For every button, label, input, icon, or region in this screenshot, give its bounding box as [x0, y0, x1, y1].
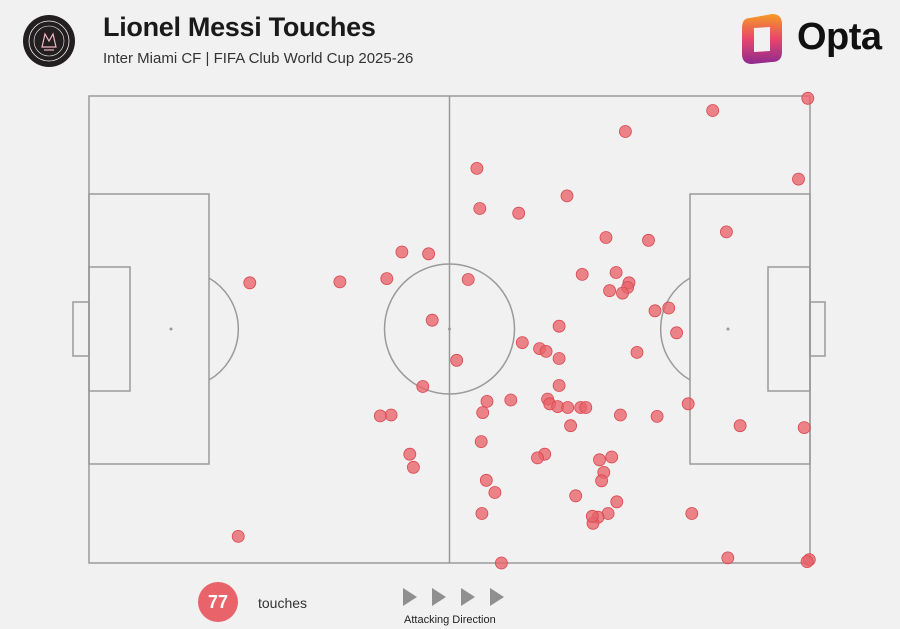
touch-point	[801, 91, 815, 105]
touch-point	[800, 555, 814, 568]
direction-arrow-icon	[461, 588, 475, 606]
touch-point	[595, 474, 608, 488]
touch-point	[706, 104, 720, 117]
direction-arrow-icon	[432, 588, 446, 606]
touch-point	[512, 206, 526, 220]
touch-point	[733, 419, 747, 433]
touch-point	[575, 267, 589, 281]
left-penalty-area	[88, 193, 210, 465]
touch-point	[504, 393, 518, 407]
touch-point	[605, 450, 619, 464]
touch-point	[552, 352, 566, 365]
touch-point	[479, 473, 493, 487]
touch-point	[480, 394, 494, 408]
touch-point	[475, 507, 489, 520]
page-title: Lionel Messi Touches	[103, 12, 376, 42]
touch-point	[720, 225, 733, 239]
touch-point	[603, 284, 616, 298]
touch-point	[552, 379, 566, 392]
touch-point	[619, 125, 632, 138]
right-six-yard-box	[767, 266, 811, 392]
touch-point	[476, 406, 490, 420]
touch-point	[797, 421, 811, 435]
touch-point	[593, 453, 606, 467]
attacking-direction-arrows	[403, 588, 504, 606]
attacking-direction-label: Attacking Direction	[404, 614, 496, 626]
touch-point	[243, 276, 257, 290]
touch-point	[616, 286, 629, 300]
direction-arrow-icon	[490, 588, 504, 606]
right-penalty-area	[689, 193, 811, 465]
touch-point	[650, 409, 664, 423]
right-penalty-arc	[659, 277, 691, 381]
touch-point	[569, 489, 583, 503]
left-six-yard-box	[88, 266, 131, 392]
touch-point	[564, 419, 577, 433]
touch-point	[539, 344, 553, 358]
touch-point	[642, 233, 655, 247]
touch-point	[648, 304, 662, 318]
touch-point	[422, 247, 436, 261]
touch-point	[406, 460, 420, 474]
touch-point	[473, 202, 487, 215]
opta-logo-mark	[742, 14, 782, 64]
left-penalty-arc	[208, 277, 240, 381]
touch-point	[610, 495, 624, 509]
touch-point	[461, 273, 475, 286]
page-subtitle: Inter Miami CF | FIFA Club World Cup 202…	[103, 50, 414, 67]
touch-point	[380, 272, 394, 286]
touch-point	[450, 353, 464, 367]
touch-point	[609, 266, 623, 279]
touch-point	[552, 319, 566, 333]
touch-point	[599, 231, 613, 244]
touch-point	[585, 509, 599, 523]
touch-point	[395, 245, 409, 259]
touch-point	[685, 507, 699, 520]
touch-point	[333, 275, 347, 289]
right-penalty-spot	[726, 327, 730, 331]
touch-point	[488, 486, 502, 499]
centre-circle	[383, 263, 516, 395]
touch-point	[384, 408, 398, 422]
touch-point	[531, 451, 544, 465]
touch-point	[373, 409, 387, 423]
touch-points	[231, 91, 816, 570]
touch-point	[470, 161, 484, 175]
touch-point	[560, 189, 574, 203]
touch-point	[721, 551, 735, 565]
touch-point	[579, 401, 593, 414]
touch-point	[681, 397, 695, 411]
club-crest	[23, 15, 75, 67]
touch-point	[662, 301, 676, 315]
right-goal	[809, 301, 826, 357]
touch-point	[474, 435, 488, 449]
touch-point	[792, 172, 805, 186]
touch-count-label: touches	[258, 595, 308, 611]
touch-point	[231, 530, 245, 543]
touch-count-badge: 77	[198, 582, 238, 622]
touch-point	[561, 401, 575, 414]
touch-point	[515, 336, 529, 350]
brand-name: Opta	[797, 16, 882, 58]
touch-point	[630, 345, 644, 359]
touch-point	[403, 447, 417, 461]
left-goal	[72, 301, 90, 357]
touch-point	[416, 380, 430, 393]
left-penalty-spot	[169, 327, 173, 331]
touch-point	[614, 408, 627, 422]
touch-point	[425, 313, 439, 327]
touch-point	[670, 326, 683, 340]
centre-spot	[448, 327, 451, 331]
touch-point	[494, 556, 508, 570]
direction-arrow-icon	[403, 588, 417, 606]
